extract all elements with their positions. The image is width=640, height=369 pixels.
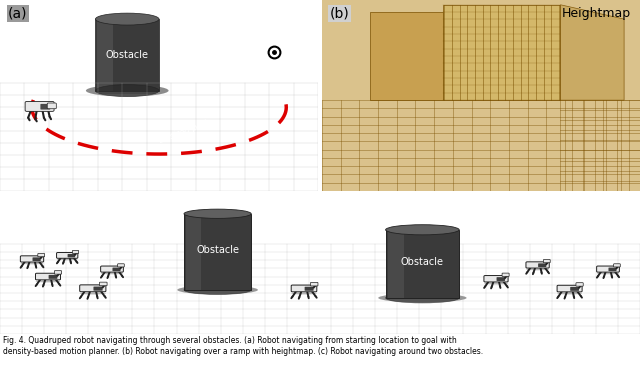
Ellipse shape	[95, 85, 159, 97]
Polygon shape	[443, 5, 561, 100]
Ellipse shape	[385, 225, 460, 235]
FancyBboxPatch shape	[49, 275, 58, 279]
FancyBboxPatch shape	[570, 287, 579, 291]
FancyBboxPatch shape	[25, 101, 54, 111]
Ellipse shape	[57, 259, 77, 260]
Ellipse shape	[20, 263, 44, 264]
FancyBboxPatch shape	[576, 283, 583, 286]
Polygon shape	[370, 12, 443, 100]
Bar	[97, 19, 113, 91]
Bar	[184, 214, 251, 290]
Text: Heightmap: Heightmap	[561, 7, 630, 20]
FancyBboxPatch shape	[526, 262, 549, 268]
FancyBboxPatch shape	[543, 259, 550, 263]
FancyBboxPatch shape	[497, 277, 505, 281]
FancyBboxPatch shape	[56, 252, 78, 258]
FancyBboxPatch shape	[38, 254, 45, 257]
Text: (c): (c)	[5, 198, 24, 212]
Text: (b): (b)	[330, 7, 349, 21]
FancyBboxPatch shape	[614, 264, 620, 267]
FancyBboxPatch shape	[291, 285, 317, 292]
FancyBboxPatch shape	[47, 103, 56, 109]
FancyBboxPatch shape	[118, 264, 124, 267]
FancyBboxPatch shape	[310, 282, 318, 286]
Text: (a): (a)	[8, 7, 28, 21]
Text: Obstacle: Obstacle	[106, 50, 148, 60]
Bar	[186, 214, 201, 290]
FancyBboxPatch shape	[557, 285, 582, 292]
Ellipse shape	[385, 293, 460, 303]
Ellipse shape	[35, 280, 61, 282]
Bar	[385, 230, 459, 298]
Ellipse shape	[557, 293, 582, 294]
FancyBboxPatch shape	[538, 263, 547, 267]
Polygon shape	[561, 5, 624, 100]
Ellipse shape	[79, 293, 106, 294]
Text: Goal: Goal	[263, 27, 284, 36]
Bar	[388, 230, 404, 298]
FancyBboxPatch shape	[99, 282, 107, 286]
Ellipse shape	[101, 273, 123, 274]
Ellipse shape	[184, 285, 251, 294]
Text: Fig. 4. Quadruped robot navigating through several obstacles. (a) Robot navigati: Fig. 4. Quadruped robot navigating throu…	[3, 336, 483, 356]
FancyBboxPatch shape	[502, 273, 509, 276]
FancyBboxPatch shape	[80, 285, 106, 292]
FancyBboxPatch shape	[33, 257, 41, 261]
Ellipse shape	[484, 283, 508, 284]
FancyBboxPatch shape	[72, 251, 79, 254]
FancyBboxPatch shape	[596, 266, 620, 272]
Ellipse shape	[526, 269, 549, 270]
Ellipse shape	[596, 273, 620, 274]
Ellipse shape	[291, 293, 317, 294]
Ellipse shape	[86, 85, 168, 97]
FancyBboxPatch shape	[305, 287, 314, 291]
FancyBboxPatch shape	[68, 254, 75, 257]
FancyBboxPatch shape	[100, 266, 124, 272]
FancyBboxPatch shape	[40, 104, 51, 110]
FancyBboxPatch shape	[35, 273, 61, 280]
Text: Obstacle: Obstacle	[401, 258, 444, 268]
Ellipse shape	[177, 285, 258, 294]
FancyBboxPatch shape	[609, 268, 616, 271]
Ellipse shape	[184, 209, 251, 218]
FancyBboxPatch shape	[113, 268, 120, 271]
Bar	[95, 19, 159, 91]
FancyBboxPatch shape	[93, 287, 102, 291]
Text: Desired path: Desired path	[157, 118, 211, 145]
FancyBboxPatch shape	[20, 256, 44, 262]
FancyBboxPatch shape	[484, 276, 508, 282]
FancyBboxPatch shape	[54, 271, 61, 274]
Ellipse shape	[378, 293, 467, 303]
Text: Obstacle: Obstacle	[196, 245, 239, 255]
Ellipse shape	[95, 13, 159, 25]
